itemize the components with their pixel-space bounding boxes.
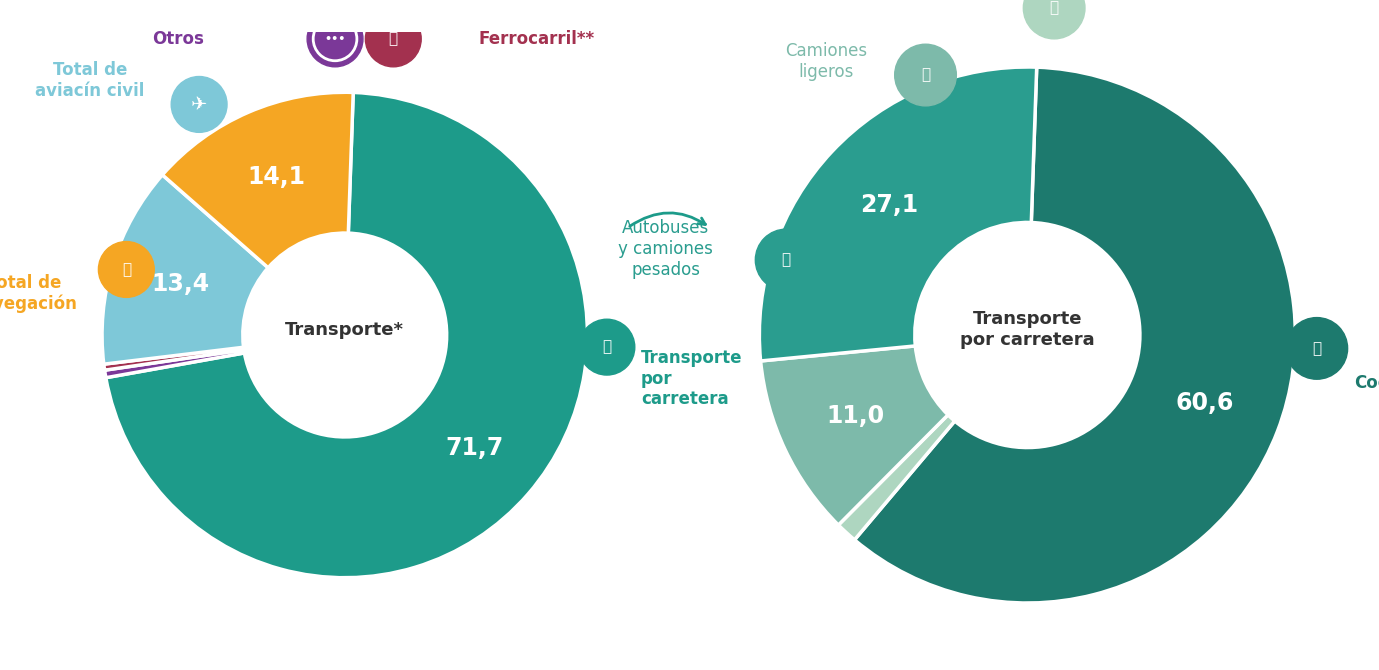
Text: Total de
navegación: Total de navegación [0, 274, 77, 314]
Text: 🚚: 🚚 [603, 340, 611, 354]
Wedge shape [761, 346, 947, 525]
Circle shape [895, 44, 956, 106]
Text: 🚢: 🚢 [121, 262, 131, 277]
Wedge shape [102, 175, 268, 364]
Text: Otros: Otros [152, 30, 204, 48]
Text: 27,1: 27,1 [859, 193, 918, 216]
Text: Transporte
por carretera: Transporte por carretera [960, 310, 1095, 349]
Circle shape [914, 222, 1140, 448]
Wedge shape [855, 67, 1295, 603]
Wedge shape [760, 67, 1037, 361]
Circle shape [243, 233, 447, 437]
Text: 14,1: 14,1 [247, 165, 305, 189]
Text: 🚆: 🚆 [389, 31, 399, 46]
Text: Ferrocarril**: Ferrocarril** [479, 30, 594, 48]
Circle shape [365, 11, 421, 67]
Text: 60,6: 60,6 [1176, 391, 1234, 415]
Circle shape [756, 229, 816, 291]
Text: Motocicletas: Motocicletas [1147, 0, 1252, 1]
Circle shape [579, 319, 634, 375]
Text: Camiones
ligeros: Camiones ligeros [785, 42, 867, 81]
Circle shape [171, 76, 228, 133]
FancyArrowPatch shape [630, 213, 705, 226]
Circle shape [1023, 0, 1085, 39]
Text: 13,4: 13,4 [152, 272, 210, 296]
Text: Total de
aviacín civil: Total de aviacín civil [36, 61, 145, 100]
Circle shape [98, 242, 154, 297]
Wedge shape [163, 92, 353, 268]
Wedge shape [105, 350, 244, 378]
Text: ✈: ✈ [190, 95, 207, 114]
Circle shape [1287, 318, 1347, 379]
Text: Transporte
por
carretera: Transporte por carretera [641, 349, 742, 409]
Text: 71,7: 71,7 [445, 436, 505, 460]
Wedge shape [106, 92, 587, 578]
Text: 🏍: 🏍 [1049, 1, 1059, 15]
Circle shape [308, 11, 363, 67]
Text: 🚛: 🚛 [782, 253, 790, 267]
Wedge shape [838, 415, 954, 540]
Text: 🚗: 🚗 [1313, 341, 1321, 356]
Text: Transporte*: Transporte* [285, 321, 404, 339]
Text: Autobuses
y camiones
pesados: Autobuses y camiones pesados [618, 220, 713, 279]
Text: Coches: Coches [1354, 375, 1379, 392]
Text: 11,0: 11,0 [826, 405, 884, 429]
Text: •••: ••• [324, 34, 346, 44]
Wedge shape [103, 347, 244, 371]
Text: 🚚: 🚚 [921, 68, 929, 82]
